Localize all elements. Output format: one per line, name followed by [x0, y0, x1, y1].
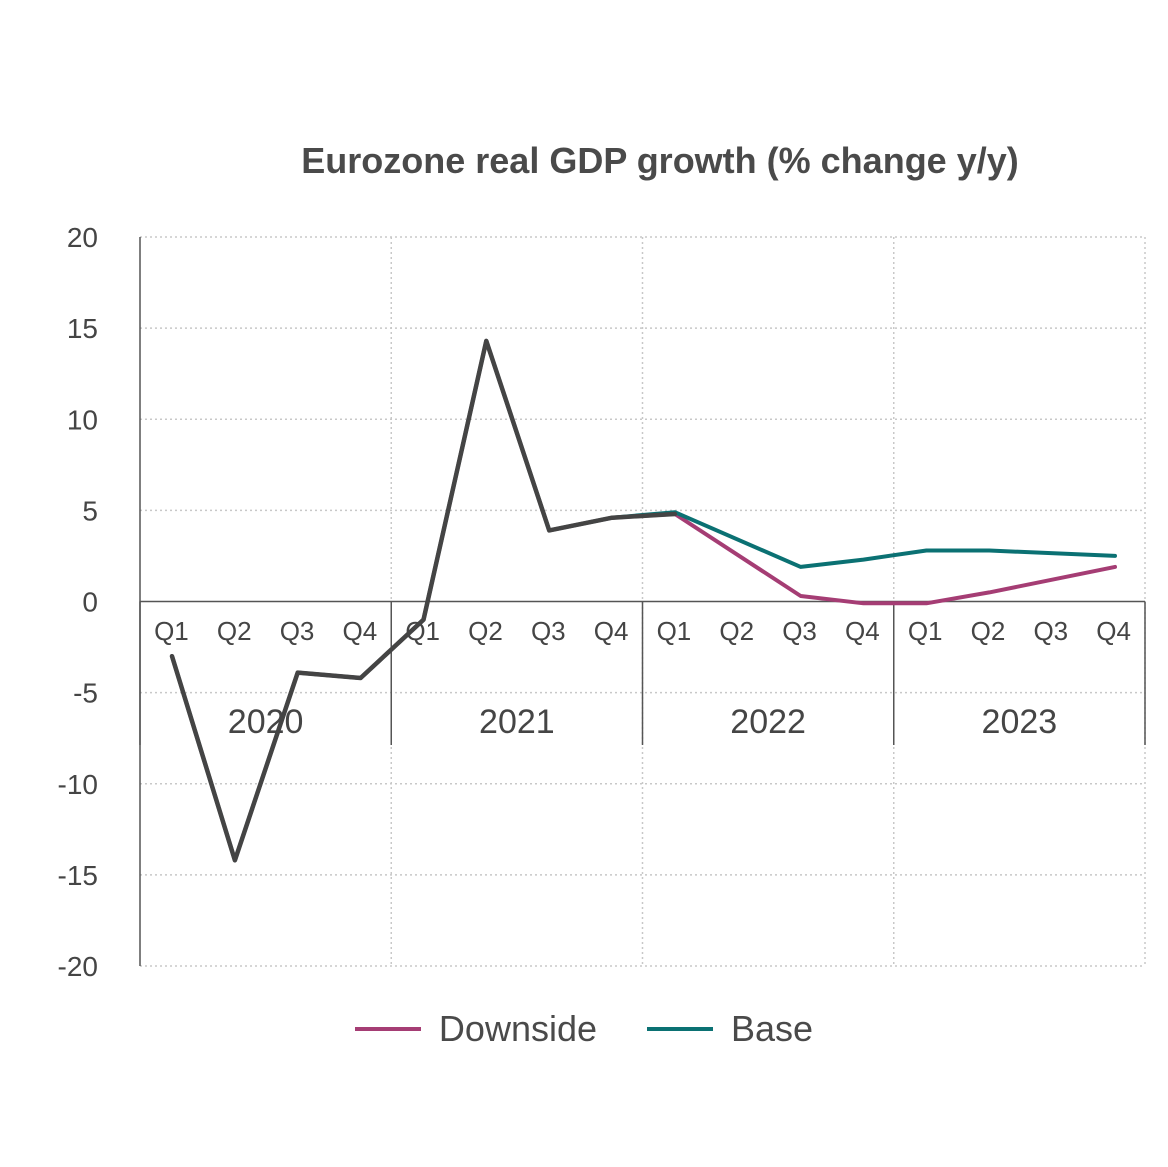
legend-swatch-base [647, 1027, 714, 1031]
legend-label-downside: Downside [438, 1008, 598, 1049]
quarter-label: Q3 [280, 616, 315, 646]
quarter-label: Q4 [1096, 616, 1131, 646]
quarter-label: Q3 [782, 616, 817, 646]
series-line-base [170, 338, 1117, 863]
quarter-label: Q4 [845, 616, 880, 646]
quarter-label: Q2 [468, 616, 503, 646]
year-label: 2022 [730, 703, 806, 741]
y-tick-label: 20 [67, 222, 98, 253]
quarter-label: Q2 [971, 616, 1006, 646]
axes [139, 237, 1146, 966]
quarter-label: Q2 [217, 616, 252, 646]
legend-label-base: Base [731, 1008, 814, 1049]
gridlines [140, 236, 1146, 967]
year-label: 2020 [228, 703, 304, 741]
y-tick-label: 10 [67, 404, 98, 435]
legend-item-downside[interactable]: Downside [354, 1008, 598, 1050]
series-line-history [169, 338, 678, 863]
y-tick-label: -10 [58, 769, 98, 800]
chart-title: Eurozone real GDP growth (% change y/y) [301, 140, 1019, 181]
y-axis-labels: 20 15 10 5 0 -5 -10 -15 -20 [58, 222, 98, 982]
quarter-label: Q2 [719, 616, 754, 646]
y-tick-label: 0 [82, 587, 98, 618]
quarter-label: Q1 [154, 616, 189, 646]
legend-swatch-downside [354, 1027, 421, 1031]
y-tick-label: 15 [67, 313, 98, 344]
y-tick-label: -5 [73, 678, 98, 709]
y-tick-label: -20 [58, 951, 98, 982]
series-line-downside [170, 338, 1117, 863]
quarter-label: Q3 [531, 616, 566, 646]
y-tick-label: -15 [58, 860, 98, 891]
year-label: 2023 [982, 703, 1058, 741]
legend-item-base[interactable]: Base [647, 1008, 813, 1050]
quarter-label: Q1 [657, 616, 692, 646]
quarter-label: Q3 [1033, 616, 1068, 646]
quarter-label: Q4 [594, 616, 629, 646]
quarter-label: Q1 [908, 616, 943, 646]
legend: Downside Base [0, 1008, 1168, 1050]
y-tick-label: 5 [82, 495, 98, 526]
year-label: 2021 [479, 703, 555, 741]
quarter-label: Q4 [343, 616, 378, 646]
series-lines [169, 338, 1117, 863]
